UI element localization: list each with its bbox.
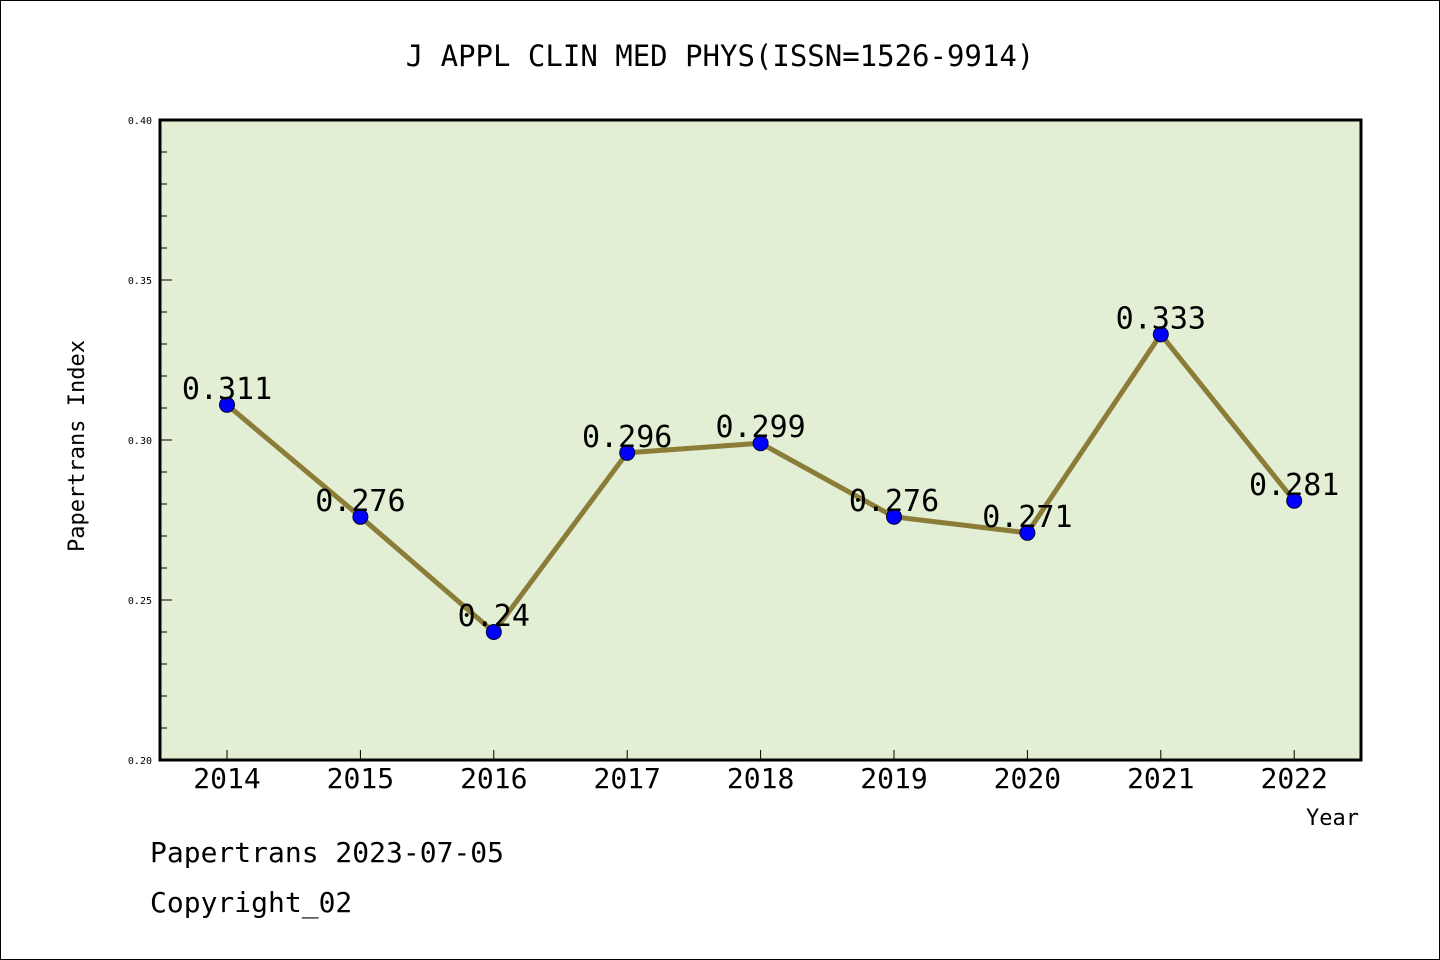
x-tick-label: 2018 <box>727 762 794 795</box>
data-label: 0.299 <box>715 410 805 445</box>
y-tick-label: 0.20 <box>128 756 152 767</box>
x-tick-label: 2019 <box>860 762 927 795</box>
series-papertrans-index <box>219 326 1303 640</box>
data-label: 0.276 <box>315 484 405 519</box>
data-point <box>886 508 902 525</box>
x-tick-label: 2015 <box>327 762 394 795</box>
data-point <box>352 508 369 525</box>
data-label: 0.311 <box>182 372 272 407</box>
y-tick-label: 0.40 <box>128 116 152 127</box>
x-tick-label: 2016 <box>460 762 527 795</box>
y-tick-label: 0.35 <box>128 276 152 287</box>
data-point <box>619 444 636 461</box>
data-labels: 0.311 0.276 0.24 0.296 0.299 0.276 0.271 0.333 0… <box>182 301 1340 634</box>
chart-title: J APPL CLIN MED PHYS(ISSN=1526-9914) <box>406 39 1035 73</box>
data-point <box>1286 492 1303 509</box>
y-tick-label: 0.30 <box>128 436 152 447</box>
x-tick-label: 2022 <box>1260 762 1327 795</box>
x-axis-ticks: 2014 2015 2016 2017 2018 2019 2020 2021 2022 <box>193 750 1328 795</box>
x-tick-label: 2021 <box>1127 762 1194 795</box>
data-label: 0.24 <box>458 599 530 634</box>
data-point <box>1019 524 1036 541</box>
data-label: 0.276 <box>849 484 939 519</box>
y-axis-ticks: 0.20 0.25 0.30 0.35 0.40 <box>128 116 172 767</box>
data-label: 0.296 <box>582 420 672 455</box>
data-point <box>219 396 235 413</box>
data-point <box>1152 326 1169 343</box>
data-label: 0.271 <box>982 500 1072 535</box>
x-tick-label: 2017 <box>593 762 660 795</box>
source-note: Papertrans 2023-07-05 <box>150 836 505 869</box>
x-axis-label: Year <box>1306 806 1359 831</box>
y-axis-label: Papertrans Index <box>65 340 90 552</box>
copyright-note: Copyright_02 <box>150 886 353 919</box>
x-tick-label: 2014 <box>193 762 260 795</box>
data-label: 0.281 <box>1249 468 1339 503</box>
data-point <box>485 624 502 640</box>
y-tick-label: 0.25 <box>128 596 152 607</box>
x-tick-label: 2020 <box>994 762 1061 795</box>
data-label: 0.333 <box>1116 301 1206 336</box>
data-point <box>752 435 769 452</box>
